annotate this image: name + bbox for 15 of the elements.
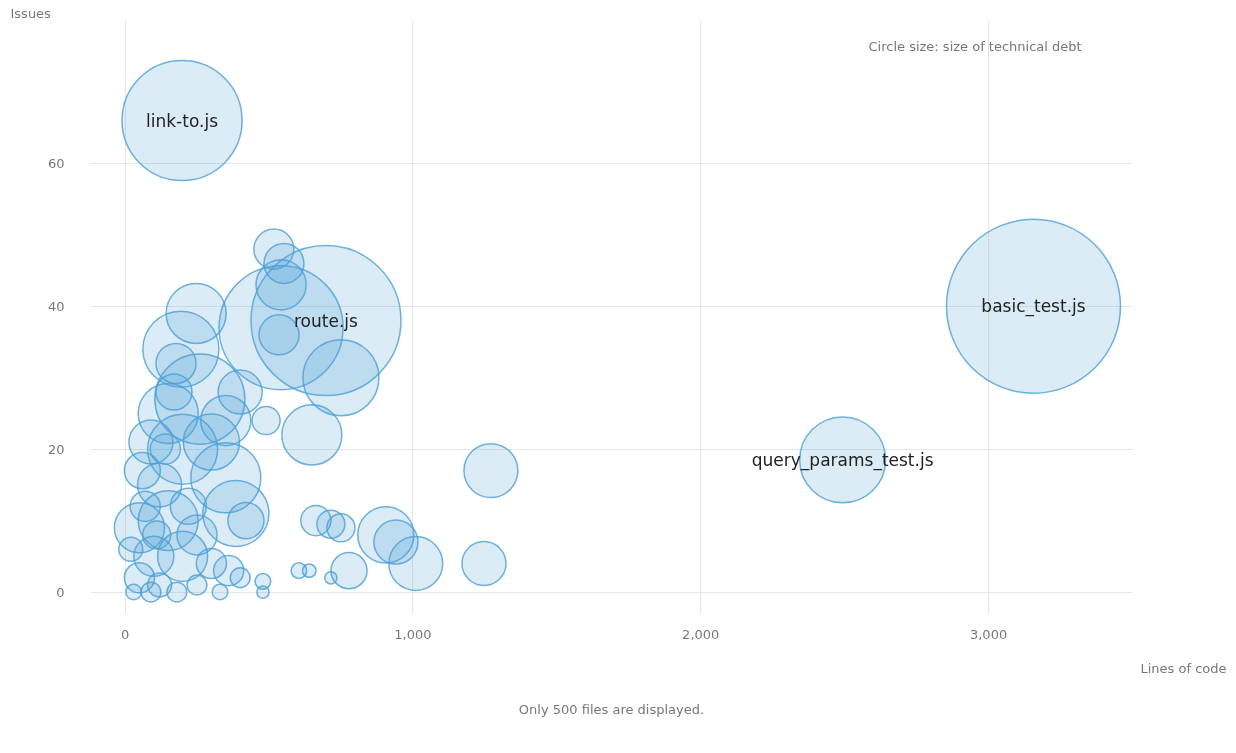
annotation: basic_test.js <box>981 296 1086 318</box>
y-tick-label: 40 <box>47 298 65 314</box>
x-tick-label: 0 <box>120 626 130 642</box>
y-tick-label: 0 <box>56 584 65 600</box>
annotation: route.js <box>294 310 359 331</box>
x-axis-title: Lines of code <box>1140 660 1227 676</box>
y-tick-label: 20 <box>47 441 65 457</box>
x-tick-label: 3,000 <box>969 626 1008 642</box>
x-tick-label: 2,000 <box>682 626 720 642</box>
y-tick-label: 60 <box>47 155 65 171</box>
legend-title: Circle size: size of technical debt <box>868 39 1082 54</box>
y-axis-title: Issues <box>10 5 52 21</box>
annotation: link-to.js <box>146 110 219 131</box>
text: Only 500 files are displayed. <box>518 701 705 717</box>
x-tick-label: 1,000 <box>394 626 432 642</box>
